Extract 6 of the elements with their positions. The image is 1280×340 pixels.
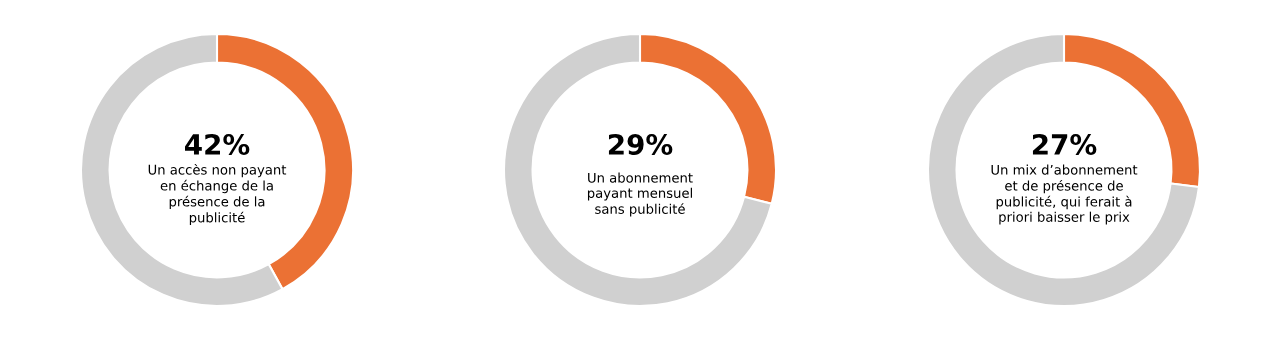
text: Un abonnement payant mensuel sans publicité bbox=[587, 172, 693, 217]
data-label: 29% bbox=[608, 133, 673, 155]
data-label: 27% bbox=[1032, 133, 1097, 155]
data-label: 42% bbox=[185, 133, 250, 155]
text: Un accès non payant en échange de la présence de la publicité bbox=[148, 163, 287, 226]
text: Un mix d’abonnement et de présence de publicité, qui ferait à priori baisser le prix bbox=[991, 164, 1138, 225]
